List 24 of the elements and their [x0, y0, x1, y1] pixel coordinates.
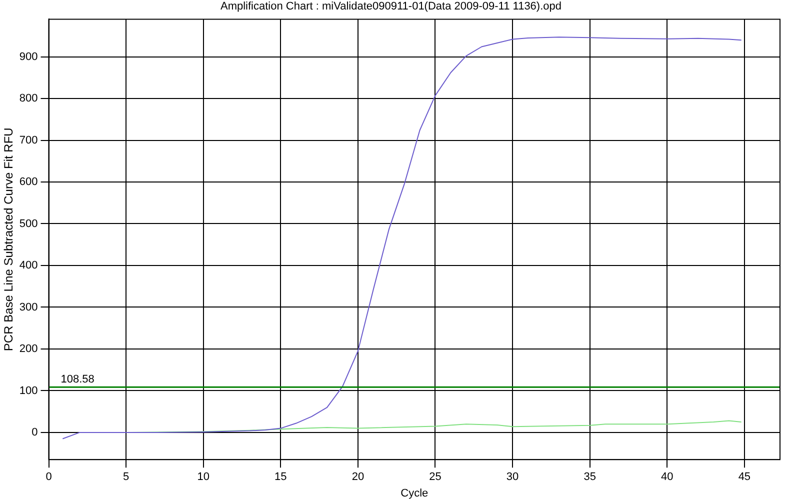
- chart-title: Amplification Chart : miValidate090911-01(Data 2009-09-11 1136).opd: [220, 0, 562, 13]
- x-tick-label: 10: [197, 471, 210, 484]
- y-tick-label: 600: [19, 176, 38, 188]
- x-tick-label: 20: [352, 471, 364, 484]
- ref-line-label: 108.58: [60, 374, 94, 386]
- x-tick-label: 15: [274, 471, 287, 484]
- x-tick-label: 35: [584, 471, 596, 484]
- x-tick-label: 5: [122, 471, 130, 484]
- x-tick-label: 0: [46, 471, 52, 484]
- y-tick-label: 400: [19, 260, 38, 272]
- y-axis-title: PCR Base Line Subtracted Curve Fit RFU: [2, 128, 16, 352]
- y-tick-label: 0: [32, 426, 38, 438]
- y-tick-label: 700: [19, 134, 38, 146]
- y-tick-label: 100: [19, 384, 38, 397]
- x-tick-label: 30: [506, 471, 519, 484]
- x-axis-title: Cycle: [400, 487, 428, 500]
- y-tick-label: 300: [19, 301, 38, 314]
- x-tick-label: 25: [429, 471, 442, 484]
- y-tick-label: 200: [19, 343, 38, 356]
- y-tick-label: 800: [19, 92, 38, 105]
- y-tick-label: 500: [19, 218, 38, 230]
- x-tick-label: 45: [738, 471, 751, 484]
- x-tick-label: 40: [661, 471, 674, 484]
- y-tick-label: 900: [19, 50, 38, 63]
